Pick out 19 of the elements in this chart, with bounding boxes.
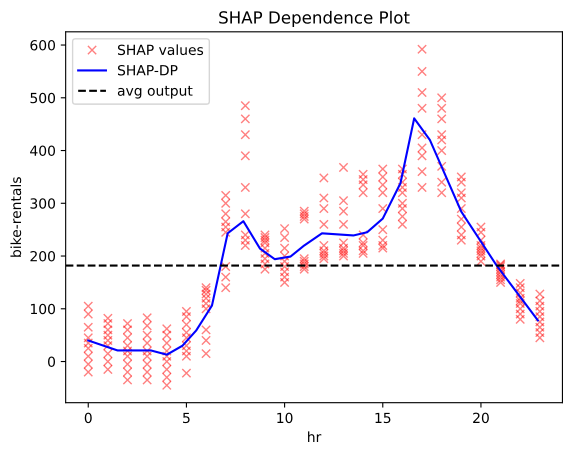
legend-label: SHAP-DP bbox=[118, 64, 178, 76]
y-axis-title: bike-rentals bbox=[10, 177, 22, 257]
x-tick-label: 5 bbox=[183, 412, 190, 424]
x-tick-label: 0 bbox=[84, 412, 92, 424]
y-tick-label: 400 bbox=[30, 146, 56, 156]
y-tick-label: 600 bbox=[30, 40, 56, 51]
x-tick-label: 10 bbox=[277, 412, 293, 424]
y-tick-label: 500 bbox=[30, 92, 56, 104]
x-tick-label: 15 bbox=[375, 412, 390, 424]
x-tick-label: 20 bbox=[473, 412, 489, 424]
y-tick-label: 200 bbox=[30, 251, 56, 262]
chart-title: SHAP Dependence Plot bbox=[219, 10, 410, 27]
x-axis-title: hr bbox=[308, 431, 322, 442]
legend-label: avg output bbox=[118, 86, 192, 99]
y-tick-label: 100 bbox=[30, 304, 56, 314]
y-tick-label: 0 bbox=[48, 356, 56, 368]
line-series bbox=[87, 117, 539, 356]
y-tick-label: 300 bbox=[30, 198, 56, 209]
legend-label: SHAP values bbox=[118, 44, 204, 56]
